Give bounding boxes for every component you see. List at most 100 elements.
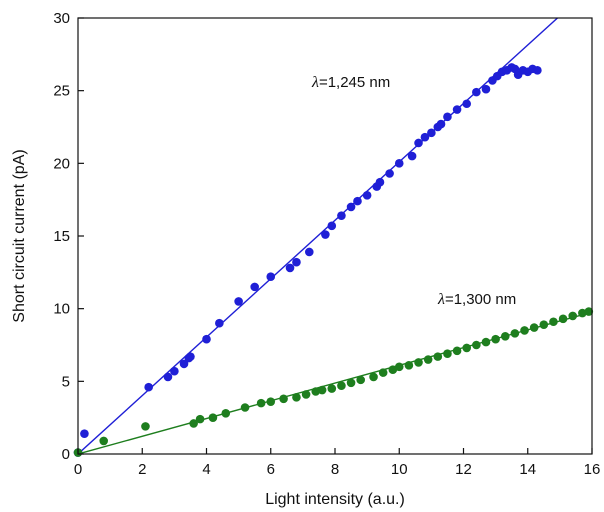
data-point-series-0 xyxy=(420,132,430,142)
x-axis-label: Light intensity (a.u.) xyxy=(265,491,405,508)
x-tick-label: 4 xyxy=(202,461,210,478)
data-point-series-0 xyxy=(533,66,542,75)
x-tick-label: 2 xyxy=(138,461,146,478)
data-point-series-0 xyxy=(285,263,295,273)
y-tick-label: 25 xyxy=(53,83,70,100)
data-point-series-1 xyxy=(141,422,150,431)
lambda-symbol: λ xyxy=(311,74,319,91)
data-point-series-1 xyxy=(99,436,108,446)
data-point-series-1 xyxy=(443,349,452,359)
x-tick-label: 6 xyxy=(267,461,275,478)
series-label-text: =1,300 nm xyxy=(445,291,516,308)
data-point-series-1 xyxy=(369,372,378,382)
data-point-series-1 xyxy=(491,334,500,344)
data-point-series-0 xyxy=(234,297,243,306)
data-point-series-1 xyxy=(356,375,366,385)
data-point-series-1 xyxy=(568,311,578,321)
data-points xyxy=(73,63,594,457)
x-tick-label: 14 xyxy=(519,461,536,478)
x-axis-ticks: 0 2 4 6 8 10 12 14 16 xyxy=(74,448,601,478)
series-label-1300nm: λ=1,300 nm xyxy=(437,291,516,308)
data-point-series-0 xyxy=(385,169,394,178)
data-point-series-1 xyxy=(394,362,404,372)
data-point-series-1 xyxy=(378,368,388,377)
data-point-series-0 xyxy=(353,196,362,206)
data-point-series-0 xyxy=(250,282,259,292)
y-tick-label: 10 xyxy=(53,301,70,318)
data-point-series-1 xyxy=(520,326,529,335)
data-point-series-0 xyxy=(144,382,153,392)
data-point-series-0 xyxy=(305,247,314,257)
data-point-series-0 xyxy=(266,272,276,281)
data-point-series-0 xyxy=(337,211,346,220)
data-point-series-0 xyxy=(179,359,189,369)
data-point-series-1 xyxy=(388,365,398,375)
data-point-series-0 xyxy=(321,230,330,239)
data-point-series-0 xyxy=(436,119,446,129)
data-point-series-0 xyxy=(394,159,404,168)
y-axis-label: Short circuit current (pA) xyxy=(11,149,28,322)
data-point-series-0 xyxy=(427,128,436,138)
data-point-series-0 xyxy=(443,112,452,122)
y-axis-ticks: 0 5 10 15 20 25 30 xyxy=(53,10,84,463)
data-point-series-1 xyxy=(423,355,433,364)
data-point-series-1 xyxy=(529,323,539,332)
data-point-series-1 xyxy=(189,419,198,428)
data-point-series-0 xyxy=(362,191,372,200)
x-tick-label: 10 xyxy=(391,461,408,478)
data-point-series-1 xyxy=(195,414,205,424)
data-point-series-1 xyxy=(256,398,266,408)
data-point-series-1 xyxy=(240,403,250,412)
data-point-series-1 xyxy=(404,361,414,370)
data-point-series-0 xyxy=(170,366,179,376)
x-tick-label: 12 xyxy=(455,461,472,478)
data-point-series-0 xyxy=(292,257,301,267)
data-point-series-0 xyxy=(472,87,481,97)
data-point-series-0 xyxy=(375,177,385,187)
series-label-text: =1,245 nm xyxy=(319,74,390,91)
x-tick-label: 16 xyxy=(584,461,601,478)
data-point-series-1 xyxy=(327,384,337,393)
data-point-series-1 xyxy=(433,352,443,361)
data-point-series-0 xyxy=(414,138,423,148)
y-tick-label: 30 xyxy=(53,10,70,27)
data-point-series-0 xyxy=(327,221,337,231)
data-point-series-1 xyxy=(208,413,218,422)
data-point-series-0 xyxy=(186,352,195,361)
data-point-series-0 xyxy=(452,105,462,114)
y-tick-label: 20 xyxy=(53,155,70,172)
data-point-series-1 xyxy=(414,358,423,367)
x-tick-label: 0 xyxy=(74,461,82,478)
data-point-series-0 xyxy=(202,334,211,344)
fit-line-series-1 xyxy=(78,311,592,454)
data-point-series-1 xyxy=(279,394,288,404)
data-point-series-0 xyxy=(80,429,89,438)
data-point-series-1 xyxy=(510,329,520,338)
data-point-series-1 xyxy=(549,317,558,327)
data-point-series-1 xyxy=(292,393,301,402)
y-tick-label: 0 xyxy=(62,446,70,463)
data-point-series-0 xyxy=(346,202,356,212)
data-point-series-0 xyxy=(462,99,472,109)
data-point-series-1 xyxy=(462,343,472,353)
x-tick-label: 8 xyxy=(331,461,339,478)
data-point-series-0 xyxy=(163,372,173,382)
data-point-series-1 xyxy=(584,307,594,316)
data-point-series-1 xyxy=(346,378,356,388)
data-point-series-1 xyxy=(266,397,276,406)
data-point-series-1 xyxy=(317,385,327,395)
data-point-series-1 xyxy=(481,337,491,347)
data-point-series-1 xyxy=(558,314,568,324)
data-point-series-0 xyxy=(407,151,417,161)
series-label-1245nm: λ=1,245 nm xyxy=(311,74,390,91)
lambda-symbol: λ xyxy=(437,291,445,308)
data-point-series-1 xyxy=(221,409,231,418)
data-point-series-1 xyxy=(337,381,346,390)
y-tick-label: 15 xyxy=(53,228,70,245)
data-point-series-1 xyxy=(301,390,311,399)
y-tick-label: 5 xyxy=(62,373,70,390)
data-point-series-0 xyxy=(481,84,491,94)
data-point-series-1 xyxy=(452,346,462,356)
data-point-series-1 xyxy=(578,308,587,318)
